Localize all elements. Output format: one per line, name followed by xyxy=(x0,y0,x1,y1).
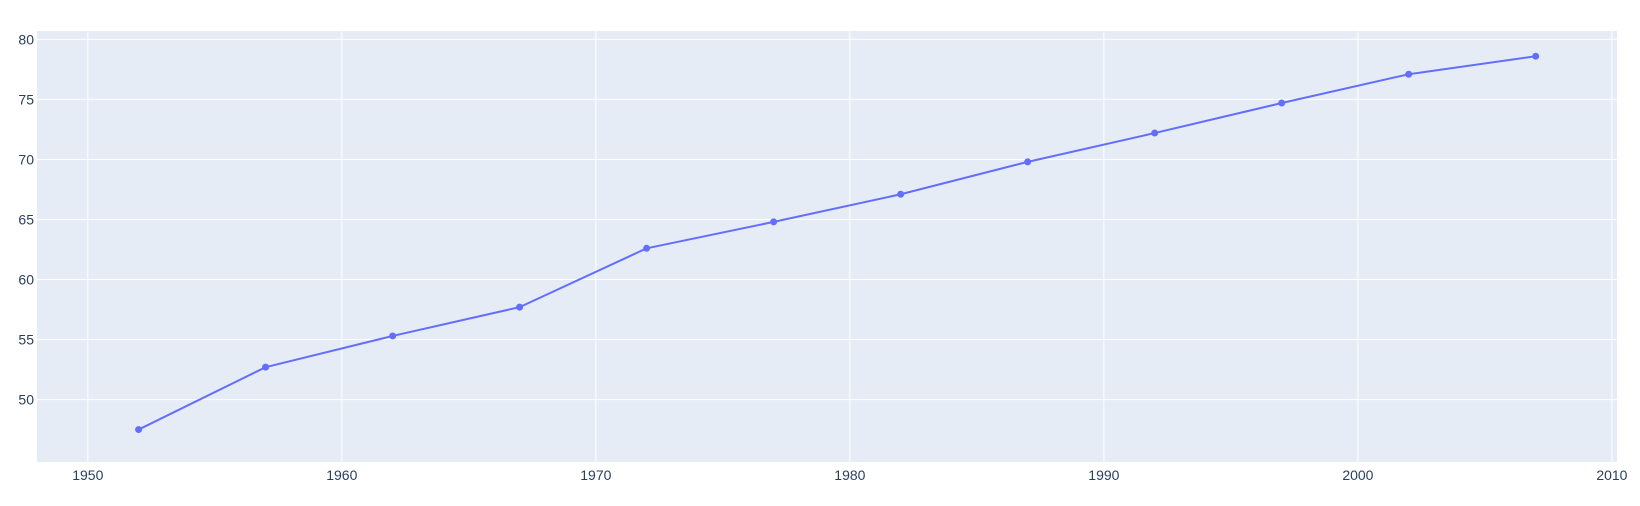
data-point xyxy=(262,363,270,371)
data-point xyxy=(1024,158,1032,166)
data-point xyxy=(135,426,143,434)
series-line xyxy=(138,55,1536,431)
y-tick-label: 75 xyxy=(18,91,34,107)
x-tick-label: 1960 xyxy=(326,467,357,483)
y-tick-label: 50 xyxy=(18,392,34,408)
x-tick-label: 2010 xyxy=(1596,467,1627,483)
data-point xyxy=(897,190,905,198)
data-point xyxy=(643,244,651,252)
y-tick-label: 55 xyxy=(18,332,34,348)
data-point xyxy=(389,332,397,340)
y-axis-ticks: 50 55 60 65 70 75 80 xyxy=(18,31,34,407)
data-point xyxy=(770,218,778,226)
plot-area xyxy=(37,31,1617,462)
data-point xyxy=(1532,52,1540,60)
x-tick-label: 1990 xyxy=(1088,467,1119,483)
x-axis-ticks: 1950 1960 1970 1980 1990 2000 2010 xyxy=(72,467,1627,483)
y-tick-label: 80 xyxy=(18,31,34,47)
x-tick-label: 1950 xyxy=(72,467,103,483)
y-tick-label: 70 xyxy=(18,151,34,167)
y-tick-label: 60 xyxy=(18,272,34,288)
x-tick-label: 1980 xyxy=(834,467,865,483)
data-point xyxy=(516,303,524,311)
x-tick-label: 1970 xyxy=(580,467,611,483)
x-tick-label: 2000 xyxy=(1342,467,1373,483)
series-layer xyxy=(135,52,1540,434)
data-point xyxy=(1151,129,1159,137)
data-point xyxy=(1405,70,1413,78)
y-tick-label: 65 xyxy=(18,211,34,227)
data-point xyxy=(1278,99,1286,107)
gridlines xyxy=(37,31,1617,462)
